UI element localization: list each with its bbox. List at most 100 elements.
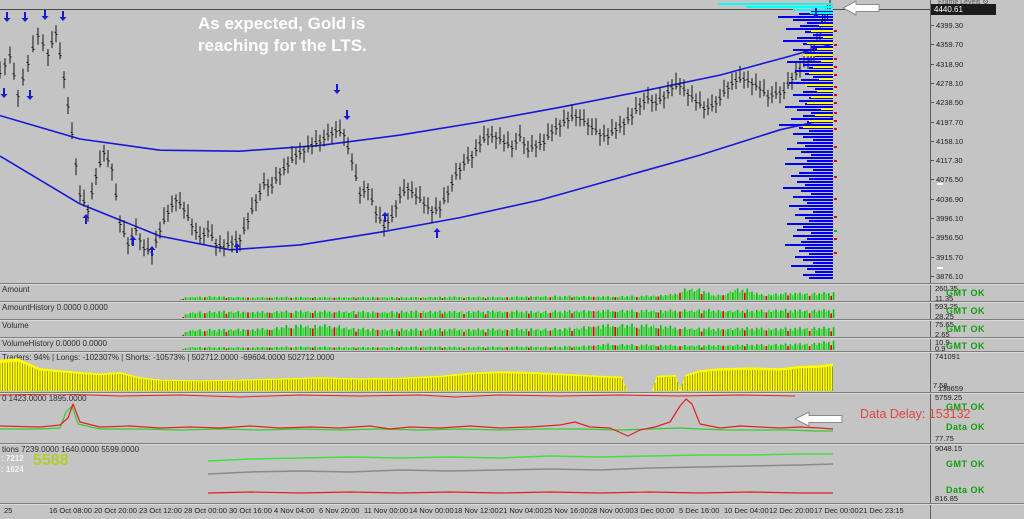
- gear-icon[interactable]: ⚙: [982, 0, 989, 6]
- scale-value: 138659: [938, 384, 964, 393]
- time-axis-label: 6 Nov 20:00: [319, 506, 360, 515]
- price-tick-mark: [930, 25, 934, 26]
- subwindow-divider-highlight: [0, 320, 1024, 321]
- subwindow-divider-highlight: [0, 393, 1024, 394]
- subwindow-divider-highlight: [0, 352, 1024, 353]
- scale-value: 0.9: [935, 344, 946, 353]
- time-axis-label: 10 Dec 04:00: [724, 506, 769, 515]
- subwindow-divider-highlight: [0, 504, 1024, 505]
- subwindow-divider: [0, 319, 1024, 320]
- time-axis-label: 12 Dec 20:00: [769, 506, 814, 515]
- series-green: [207, 453, 833, 462]
- annotation-line-1: As expected, Gold is: [198, 14, 366, 33]
- time-axis-label: 20 Oct 20:00: [94, 506, 137, 515]
- price-tick-mark: [930, 218, 934, 219]
- white-left-arrow: [793, 411, 843, 427]
- price-scale-divider: [930, 0, 931, 519]
- price-tick-label: 4158.10: [936, 136, 964, 146]
- subwindow-divider: [0, 301, 1024, 302]
- status-gmt-ok: GMT OK: [946, 459, 985, 469]
- time-axis-label: 18 Nov 12:00: [454, 506, 499, 515]
- status-gmt-ok: GMT OK: [946, 306, 985, 316]
- subwindow-divider-highlight: [0, 302, 1024, 303]
- subwindow-divider: [0, 283, 1024, 284]
- scale-value: 11.35: [935, 294, 954, 303]
- sub7-positions-canvas[interactable]: [0, 443, 930, 503]
- scale-value: 741091: [935, 352, 961, 361]
- main-chart-canvas[interactable]: [0, 0, 1024, 283]
- time-axis-label: 4 Nov 04:00: [274, 506, 315, 515]
- scale-value: 10.9: [935, 338, 950, 347]
- positions-net-value: 5588: [33, 452, 69, 469]
- time-axis-label: 21 Nov 04:00: [499, 506, 544, 515]
- price-tick-label: 4318.90: [936, 59, 964, 69]
- scale-value: 77.75: [935, 434, 954, 443]
- annotation-line-2: reaching for the LTS.: [198, 36, 367, 55]
- price-tick-mark: [930, 179, 934, 181]
- time-axis-label: 28 Oct 00:00: [184, 506, 227, 515]
- series-red: [0, 398, 834, 437]
- series-green: [0, 405, 833, 432]
- time-axis-label: 3 Dec 00:00: [634, 506, 675, 515]
- subwindow-divider-highlight: [0, 338, 1024, 339]
- price-tick-mark: [930, 275, 934, 277]
- price-tick-mark: [930, 198, 934, 200]
- series-red: [207, 491, 833, 494]
- price-tick-mark: [930, 121, 934, 123]
- price-tick-label: 4238.50: [936, 98, 964, 108]
- data-delay-alert: Data Delay: 153132: [860, 407, 971, 421]
- time-axis-label: 25: [4, 506, 13, 515]
- indicator-label-volume-history: VolumeHistory 0.0000 0.0000: [2, 339, 107, 348]
- scale-value: 5759.25: [935, 393, 963, 402]
- time-axis-label: 30 Oct 16:00: [229, 506, 272, 515]
- status-data-ok: Data OK: [946, 485, 986, 495]
- toolbar-clipped-text: Frame Levels: [938, 0, 981, 6]
- price-tick-mark: [930, 102, 934, 104]
- price-tick-label: 3956.50: [936, 233, 964, 243]
- price-tick-mark: [930, 237, 934, 239]
- scale-value: 9048.15: [935, 444, 963, 453]
- volume-profile-layer: [718, 3, 837, 279]
- chart-annotation: As expected, Gold is reaching for the LT…: [198, 13, 367, 57]
- time-axis-label: 21 Dec 23:15: [859, 506, 904, 515]
- bands-layer: [0, 43, 834, 251]
- sub3-volume-canvas[interactable]: [0, 319, 930, 337]
- positions-short-value: : 1624: [1, 465, 24, 474]
- price-tick-mark: [930, 160, 934, 162]
- scale-value: 75.65: [935, 320, 954, 329]
- series-gray: [207, 463, 834, 475]
- time-axis-label: 25 Nov 16:00: [544, 506, 589, 515]
- scale-value: 7.58: [933, 381, 948, 390]
- price-tick-label: 3915.70: [936, 252, 964, 262]
- time-axis-label: 11 Nov 00:00: [364, 506, 409, 515]
- price-tick-mark: [930, 44, 934, 46]
- subwindow-divider: [0, 503, 1024, 504]
- price-tick-mark: [930, 256, 934, 258]
- series-red-top: [0, 393, 796, 398]
- sub2-amount-history-canvas[interactable]: [0, 301, 930, 319]
- price-tick-mark: [930, 82, 934, 84]
- price-tick-label: 3996.10: [936, 214, 964, 223]
- time-axis-label: 28 Nov 00:00: [589, 506, 634, 515]
- status-gmt-ok: GMT OK: [946, 288, 985, 298]
- status-gmt-ok: GMT OK: [946, 402, 985, 412]
- scale-value: 816.85: [935, 494, 958, 503]
- positions-long-value: : 7212: [1, 454, 24, 463]
- sub1-amount-canvas[interactable]: [0, 283, 930, 301]
- subwindow-divider-highlight: [0, 444, 1024, 445]
- status-gmt-ok: GMT OK: [946, 324, 985, 334]
- indicator-label-amount-history: AmountHistory 0.0000 0.0000: [2, 303, 108, 312]
- indicator-label-amount: Amount: [2, 285, 30, 294]
- time-axis-label: 17 Dec 00:00: [814, 506, 859, 515]
- scale-value: 593.25: [935, 302, 958, 311]
- sub6-data-canvas[interactable]: [0, 392, 930, 443]
- sub4-volume-history-canvas[interactable]: [0, 337, 930, 351]
- indicator-label-volume: Volume: [2, 321, 29, 330]
- time-axis-label: 5 Dec 16:00: [679, 506, 720, 515]
- sub5-traders-band-canvas[interactable]: [0, 351, 930, 392]
- price-tick-label: 4036.90: [936, 194, 964, 204]
- price-tick-mark: [930, 63, 934, 65]
- candles-layer: [0, 0, 832, 265]
- price-tick-label: 4278.10: [936, 78, 964, 88]
